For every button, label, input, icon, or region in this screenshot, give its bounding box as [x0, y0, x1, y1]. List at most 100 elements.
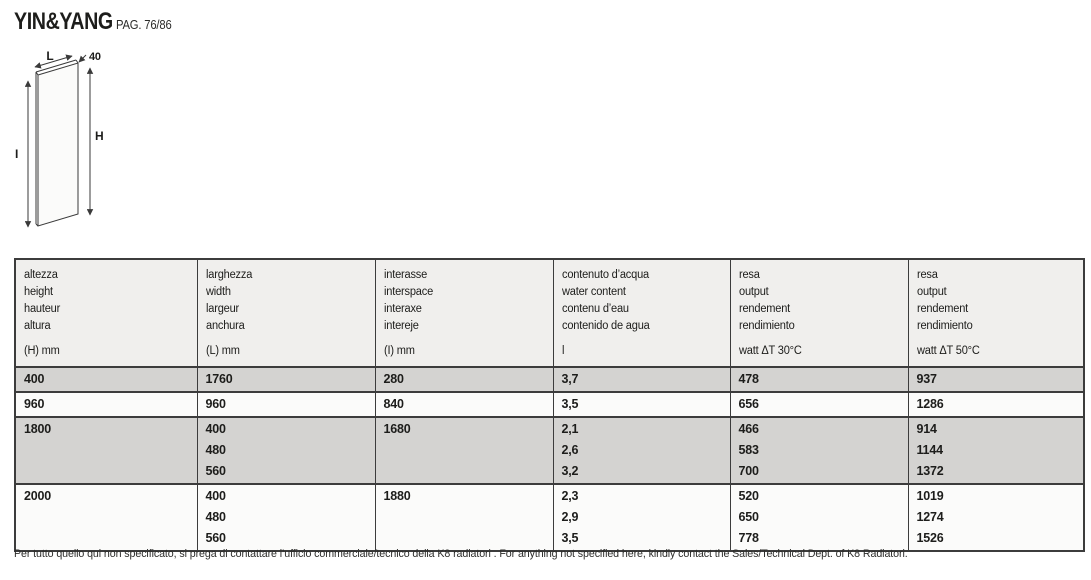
cell-value: 840: [383, 397, 404, 411]
cell-value: 480: [205, 510, 226, 524]
cell-value: 2,9: [561, 510, 579, 524]
table-header-row: altezza height hauteur altura (H) mm larghezz…: [14, 258, 1084, 367]
radiator-diagram: L 40 H I: [12, 50, 122, 245]
cell-value: 400: [205, 489, 226, 503]
cell-value: 1760: [205, 372, 233, 386]
column-header-4: resa output rendement rendimiento watt ΔT 30…: [729, 258, 908, 367]
table-cell: 840: [374, 391, 553, 417]
header-label: larghezza: [205, 269, 252, 281]
footer-note: Per tutto quello qui non specificato, si…: [14, 548, 908, 560]
cell-value: 1019: [916, 489, 944, 503]
header-label: water content: [561, 286, 626, 298]
width-dimension-label: L: [46, 50, 53, 63]
radiator-panel-front: [37, 62, 79, 227]
header-unit: watt ΔT 50°C: [916, 345, 980, 357]
header-label: intereje: [383, 320, 419, 332]
table-cell: 3,7: [552, 366, 730, 392]
cell-value: 650: [738, 510, 759, 524]
header-label: output: [916, 286, 947, 298]
header-unit: (I) mm: [383, 345, 415, 357]
table-body: 400 1760 280 3,7 478 937 960 960 840 3,5 656 1286 18…: [14, 366, 1084, 551]
cell-value: 914: [916, 422, 937, 436]
cell-value: 937: [916, 372, 937, 386]
cell-value: 1880: [383, 489, 411, 503]
header-unit: l: [561, 345, 564, 357]
header-label: contenuto d’acqua: [561, 269, 649, 281]
cell-value: 480: [205, 443, 226, 457]
cell-value: 280: [383, 372, 404, 386]
product-title: YIN&YANG: [14, 8, 113, 35]
radiator-diagram-svg: L 40 H I: [15, 50, 104, 228]
header-label: contenido de agua: [561, 320, 650, 332]
column-header-5: resa output rendement rendimiento watt ΔT 50…: [907, 258, 1084, 367]
cell-value: 1372: [916, 464, 944, 478]
cell-value: 1286: [916, 397, 944, 411]
cell-value: 400: [205, 422, 226, 436]
table-cell: 1760: [196, 366, 375, 392]
table-cell: 280: [374, 366, 553, 392]
depth-dimension-label: 40: [89, 51, 101, 63]
table-cell: 1800: [14, 416, 197, 484]
table-cell: 400 480 560: [196, 483, 375, 551]
cell-value: 1274: [916, 510, 944, 524]
table-cell: 466 583 700: [729, 416, 908, 484]
header-label: rendimiento: [738, 320, 795, 332]
header-label: rendement: [916, 303, 968, 315]
table-cell: 2000: [14, 483, 197, 551]
header-label: rendimiento: [916, 320, 973, 332]
cell-value: 466: [738, 422, 759, 436]
header-label: height: [24, 286, 53, 298]
table-row: 1800 400 480 560 1680 2,1 2,6 3,2 466 583 700 914 11…: [14, 416, 1084, 484]
table-cell: 937: [907, 366, 1084, 392]
table-cell: 960: [196, 391, 375, 417]
cell-value: 1800: [24, 422, 52, 436]
header-label: anchura: [205, 320, 245, 332]
header-label: resa: [738, 269, 760, 281]
header-unit: (H) mm: [24, 345, 60, 357]
cell-value: 2,1: [561, 422, 579, 436]
depth-dimension-line: [78, 54, 87, 63]
cell-value: 700: [738, 464, 759, 478]
table-cell: 1019 1274 1526: [907, 483, 1084, 551]
table-cell: 3,5: [552, 391, 730, 417]
header-label: interasse: [383, 269, 427, 281]
table-cell: 478: [729, 366, 908, 392]
header-label: interaxe: [383, 303, 422, 315]
header-label: altura: [24, 320, 51, 332]
header-unit: watt ΔT 30°C: [738, 345, 802, 357]
header-label: output: [738, 286, 769, 298]
page-ref: PAG. 76/86: [116, 18, 172, 32]
header-label: altezza: [24, 269, 58, 281]
cell-value: 656: [738, 397, 759, 411]
cell-value: 960: [24, 397, 45, 411]
cell-value: 560: [205, 464, 226, 478]
width-dimension-line: [34, 54, 73, 69]
cell-value: 778: [738, 531, 759, 545]
interaxis-dimension-label: I: [15, 147, 18, 161]
cell-value: 400: [24, 372, 45, 386]
cell-value: 2000: [24, 489, 52, 503]
cell-value: 520: [738, 489, 759, 503]
cell-value: 960: [205, 397, 226, 411]
header-label: resa: [916, 269, 938, 281]
table-cell: 2,3 2,9 3,5: [552, 483, 730, 551]
table-cell: 520 650 778: [729, 483, 908, 551]
header-unit: (L) mm: [205, 345, 240, 357]
spec-table: altezza height hauteur altura (H) mm larghezz…: [14, 258, 1085, 552]
cell-value: 3,2: [561, 464, 579, 478]
cell-value: 1680: [383, 422, 411, 436]
cell-value: 583: [738, 443, 759, 457]
table-row: 960 960 840 3,5 656 1286: [14, 391, 1084, 417]
column-header-3: contenuto d’acqua water content contenu d’…: [552, 258, 730, 367]
table-cell: 2,1 2,6 3,2: [552, 416, 730, 484]
cell-value: 1526: [916, 531, 944, 545]
table-cell: 1880: [374, 483, 553, 551]
height-dimension-label: H: [95, 129, 103, 143]
table-cell: 1286: [907, 391, 1084, 417]
cell-value: 478: [738, 372, 759, 386]
table-cell: 960: [14, 391, 197, 417]
table-cell: 400 480 560: [196, 416, 375, 484]
header-label: interspace: [383, 286, 433, 298]
column-header-1: larghezza width largeur anchura (L) mm: [196, 258, 375, 367]
table-row: 400 1760 280 3,7 478 937: [14, 366, 1084, 392]
